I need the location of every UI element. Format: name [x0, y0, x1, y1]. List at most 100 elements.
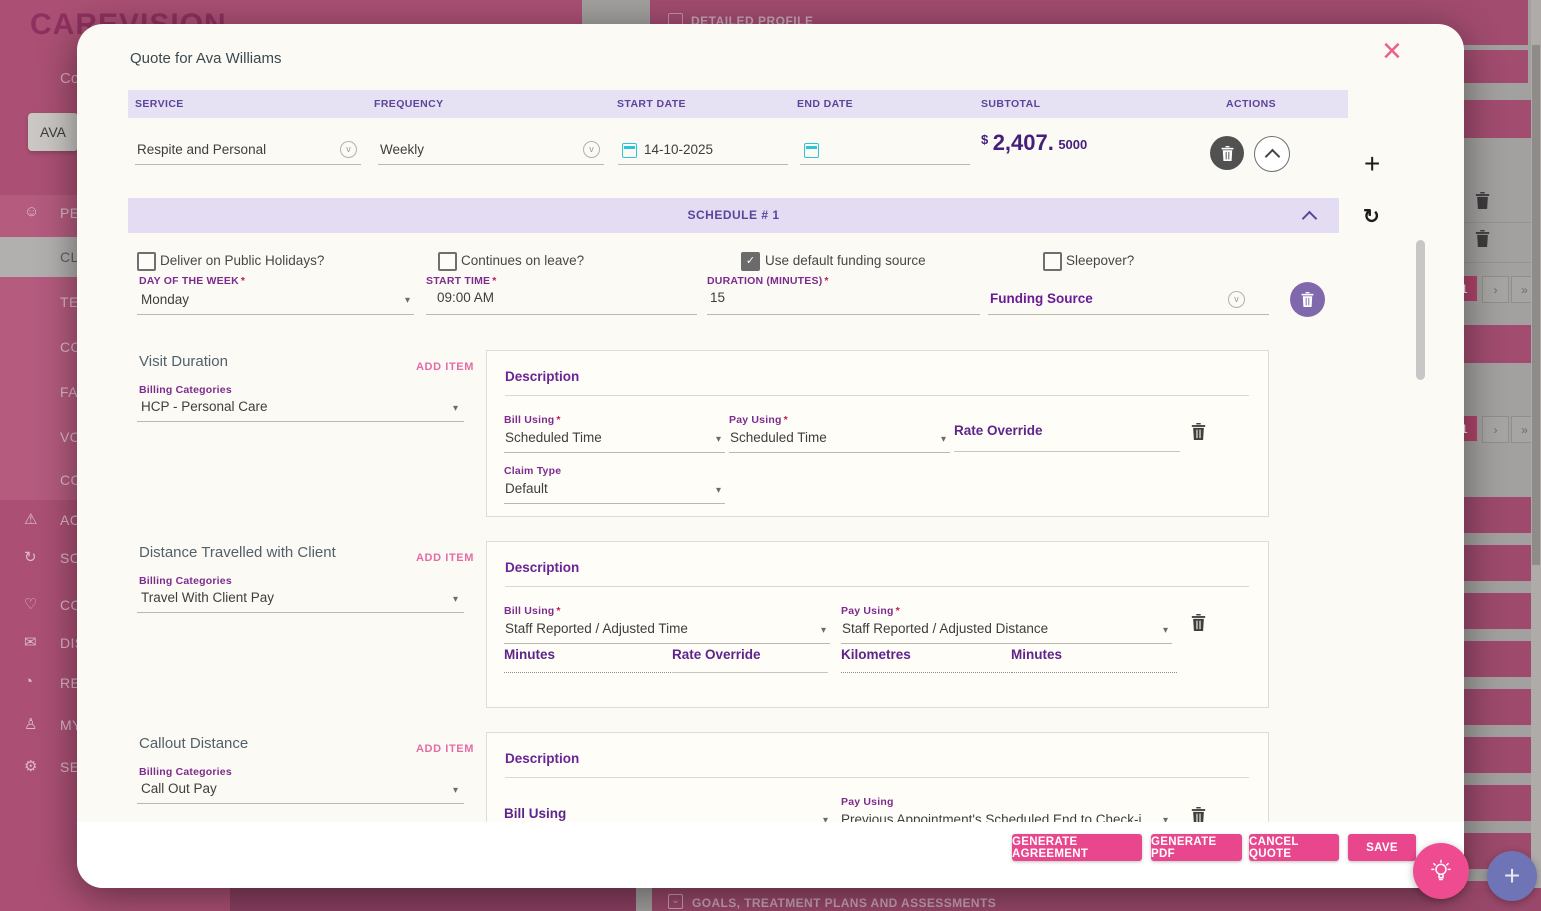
hint-fab[interactable] — [1413, 843, 1469, 899]
calendar-icon[interactable] — [804, 143, 819, 158]
sidebar-item-reports[interactable]: RE — [60, 675, 81, 691]
delete-service-button[interactable] — [1210, 136, 1244, 170]
billing-categories-select[interactable]: Call Out Pay ▾ — [137, 778, 464, 804]
sidebar-item-teams[interactable]: TE — [60, 294, 79, 310]
funding-source-select[interactable]: Funding Source v — [988, 286, 1269, 315]
sidebar-item-volunteers[interactable]: VO — [60, 429, 82, 445]
duration-input[interactable]: 15 — [707, 288, 980, 315]
description-label[interactable]: Description — [505, 751, 580, 766]
start-date-input[interactable]: 14-10-2025 — [618, 136, 788, 165]
minutes-input[interactable]: Minutes — [504, 646, 673, 673]
sidebar-item-people[interactable]: PE — [60, 205, 80, 221]
sidebar-item-scheduling[interactable]: SC — [60, 550, 81, 566]
description-label[interactable]: Description — [505, 560, 580, 575]
bill-using-select[interactable]: Staff Reported / Adjusted Time ▾ — [504, 619, 830, 644]
billing-categories-value: Call Out Pay — [141, 781, 217, 796]
sidebar-item-contacts[interactable]: CO — [60, 339, 82, 355]
bill-using-select[interactable]: Scheduled Time ▾ — [504, 428, 725, 453]
page-scrollbar-thumb[interactable] — [1532, 45, 1540, 565]
delete-item-button[interactable] — [1191, 807, 1206, 829]
duration-label: DURATION (MINUTES) * — [707, 275, 829, 287]
quote-modal: Quote for Ava Williams × SERVICE FREQUEN… — [77, 24, 1464, 888]
sidebar-item-co[interactable]: CO — [60, 472, 82, 488]
chat-icon: ✉ — [24, 634, 37, 651]
close-icon[interactable]: × — [1382, 32, 1402, 70]
claim-type-label: Claim Type — [504, 465, 562, 477]
add-item-link[interactable]: ADD ITEM — [416, 743, 474, 755]
trash-icon — [1191, 614, 1206, 631]
sidebar-item-my[interactable]: MY — [60, 717, 82, 733]
caret-down-icon: ▾ — [715, 434, 721, 445]
minutes-label: Minutes — [1011, 647, 1063, 662]
divider — [1464, 262, 1541, 263]
trash-icon[interactable] — [1475, 192, 1490, 214]
start-time-input[interactable]: 09:00 AM — [426, 288, 697, 315]
chevron-down-icon[interactable]: ⌄ — [668, 894, 683, 909]
delete-schedule-button[interactable] — [1290, 282, 1325, 317]
add-item-link[interactable]: ADD ITEM — [416, 552, 474, 564]
end-date-input[interactable] — [800, 136, 970, 165]
checkbox-public-holidays[interactable] — [137, 252, 156, 271]
client-tab-ava[interactable]: AVA — [28, 113, 78, 151]
delete-item-button[interactable] — [1191, 423, 1206, 445]
checkbox-continues-on-leave[interactable] — [438, 252, 457, 271]
section-title-visit-duration: Visit Duration — [139, 353, 228, 370]
trash-icon — [1191, 807, 1206, 824]
checkbox-default-funding-checked[interactable]: ✓ — [741, 252, 760, 271]
add-fab[interactable]: + — [1487, 851, 1537, 901]
sidebar-item-settings[interactable]: SE — [60, 759, 80, 775]
col-start-date: START DATE — [617, 98, 686, 110]
pay-using-label: Pay Using * — [729, 414, 788, 426]
kilometres-label: Kilometres — [841, 647, 911, 662]
subtotal: $ 2,407. 5000 — [981, 130, 1087, 156]
billing-categories-select[interactable]: HCP - Personal Care ▾ — [137, 396, 464, 422]
calendar-icon[interactable] — [622, 143, 637, 158]
goals-bar-label: GOALS, TREATMENT PLANS AND ASSESSMENTS — [692, 896, 997, 910]
schedule-header-bar[interactable]: SCHEDULE # 1 — [128, 198, 1339, 233]
caret-down-icon: ▾ — [715, 485, 721, 496]
service-select[interactable]: Respite and Personal v — [135, 136, 361, 165]
sidebar-item-co2[interactable]: CO — [60, 597, 82, 613]
clear-select-icon[interactable]: v — [1228, 291, 1245, 308]
pagination-next-icon[interactable]: › — [1482, 416, 1509, 443]
delete-item-button[interactable] — [1191, 614, 1206, 636]
sidebar-item-families[interactable]: FA — [60, 384, 78, 400]
sidebar-item-accidents[interactable]: AC — [60, 512, 81, 528]
day-of-week-select[interactable]: Monday ▾ — [137, 288, 414, 315]
start-date-value: 14-10-2025 — [644, 142, 714, 157]
modal-scrollbar-thumb[interactable] — [1416, 240, 1425, 380]
clear-select-icon[interactable]: v — [583, 141, 600, 158]
gauge-icon: ◔ — [24, 673, 34, 690]
subtotal-fraction: 5000 — [1058, 137, 1088, 152]
description-label[interactable]: Description — [505, 369, 580, 384]
clear-select-icon[interactable]: v — [340, 141, 357, 158]
add-service-icon[interactable]: + — [1364, 148, 1381, 179]
caret-down-icon: ▾ — [820, 625, 826, 636]
rate-override-input[interactable]: Rate Override — [672, 646, 828, 673]
start-time-value: 09:00 AM — [437, 290, 495, 305]
goals-bar[interactable] — [652, 888, 1541, 911]
pay-using-select[interactable]: Scheduled Time ▾ — [729, 428, 950, 453]
divider — [1464, 222, 1541, 223]
pay-using-select[interactable]: Staff Reported / Adjusted Distance ▾ — [841, 619, 1172, 644]
cancel-quote-button[interactable]: CANCEL QUOTE — [1249, 834, 1339, 861]
rate-override-input[interactable]: Rate Override — [954, 420, 1180, 452]
generate-pdf-button[interactable]: GENERATE PDF — [1151, 834, 1242, 861]
generate-agreement-button[interactable]: GENERATE AGREEMENT — [1012, 834, 1142, 861]
billing-categories-select[interactable]: Travel With Client Pay ▾ — [137, 587, 464, 613]
claim-type-select[interactable]: Default ▾ — [504, 479, 725, 504]
section-title-distance: Distance Travelled with Client — [139, 544, 336, 561]
collapse-service-button[interactable] — [1254, 136, 1290, 172]
visit-duration-card: Description Bill Using * Scheduled Time ▾… — [486, 350, 1269, 517]
divider — [505, 586, 1249, 587]
kilometres-input[interactable]: Kilometres — [841, 646, 1010, 673]
sidebar-item-clients[interactable]: CL — [60, 249, 79, 265]
pagination-next-icon[interactable]: › — [1482, 276, 1509, 303]
checkbox-sleepover[interactable] — [1043, 252, 1062, 271]
add-item-link[interactable]: ADD ITEM — [416, 361, 474, 373]
trash-icon[interactable] — [1475, 230, 1490, 252]
minutes-input[interactable]: Minutes — [1011, 646, 1177, 673]
refresh-icon[interactable]: ↻ — [1363, 206, 1380, 228]
frequency-select[interactable]: Weekly v — [378, 136, 604, 165]
save-button[interactable]: SAVE — [1348, 834, 1416, 861]
